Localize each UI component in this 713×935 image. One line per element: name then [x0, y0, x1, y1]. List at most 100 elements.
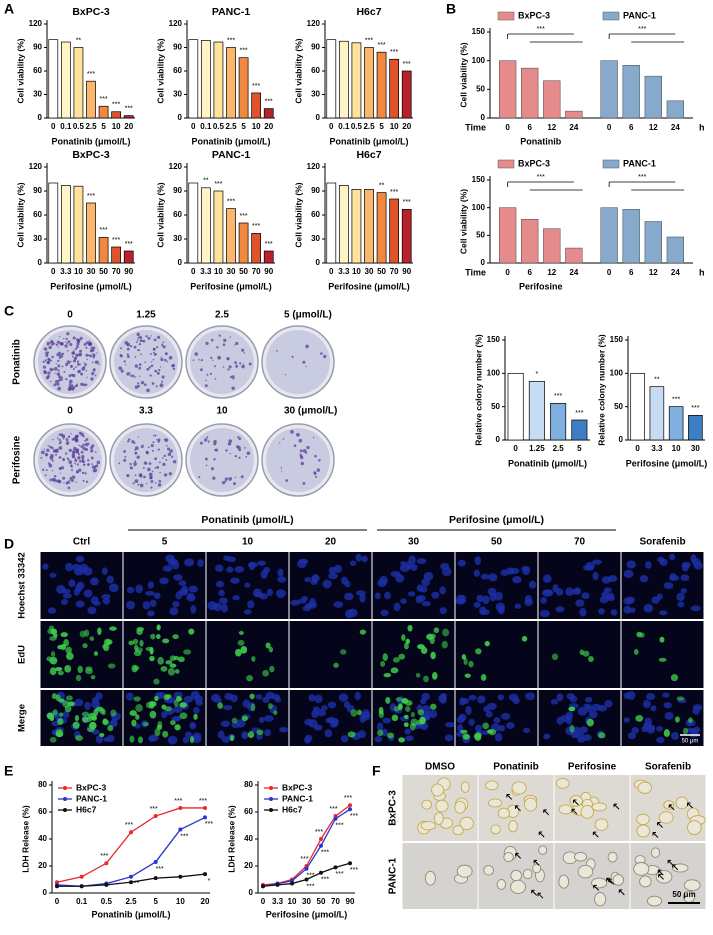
x-tick-label: 70	[390, 267, 399, 276]
edu-nucleus	[133, 665, 140, 671]
nucleus	[265, 691, 276, 700]
colony-dot	[78, 453, 81, 456]
colony-dot	[160, 356, 162, 358]
edu-nucleus	[403, 642, 409, 650]
colony-dot	[136, 332, 140, 337]
cell	[420, 821, 436, 831]
colony-dot	[77, 363, 80, 366]
chart-title: BxPC-3	[72, 149, 110, 161]
legend-swatch	[602, 11, 620, 21]
significance: ***	[265, 98, 273, 105]
nucleus	[87, 606, 97, 615]
row-label: Ponatinib	[12, 339, 23, 385]
significance: ***	[125, 822, 133, 829]
nucleus	[500, 713, 511, 720]
nucleus	[223, 555, 230, 561]
y-tick-label: 100	[472, 203, 486, 212]
colony-dot	[199, 441, 203, 445]
colony-dot	[155, 385, 158, 388]
colony-dot	[70, 469, 74, 472]
point	[261, 884, 265, 889]
nucleus	[344, 609, 354, 619]
edu-nucleus	[350, 709, 358, 717]
colony-dot	[91, 346, 94, 349]
edu-nucleus	[269, 665, 275, 673]
colony-dot	[75, 481, 77, 484]
nucleus	[497, 694, 505, 701]
colony-dot	[305, 365, 307, 368]
column-label: Sorafenib	[639, 537, 685, 548]
colony-dot	[320, 352, 323, 355]
arrow	[667, 859, 674, 866]
y-tick-label: 0	[38, 113, 43, 122]
colony-dot	[50, 446, 52, 448]
nucleus	[82, 566, 93, 576]
edu-nucleus	[49, 667, 57, 676]
x-tick-label: 24	[569, 123, 578, 132]
nucleus	[374, 736, 383, 743]
y-tick-label: 0	[496, 435, 501, 444]
nucleus	[650, 705, 657, 712]
edu-nucleus	[401, 698, 409, 704]
nucleus	[296, 559, 307, 569]
nucleus	[249, 561, 256, 571]
edu-nucleus	[135, 704, 143, 712]
colony-dot	[134, 356, 137, 358]
edu-nucleus	[72, 721, 80, 729]
x-tick-label: 0.1	[60, 122, 72, 131]
bar	[688, 414, 703, 441]
nucleus	[656, 736, 665, 744]
nucleus	[65, 562, 73, 572]
nucleus	[309, 598, 317, 607]
nucleus	[664, 712, 674, 720]
colony-dot	[291, 355, 294, 358]
colony-dot	[315, 475, 318, 478]
nucleus	[316, 708, 327, 717]
x-tick-label: 30	[227, 267, 236, 276]
colony-dot	[80, 450, 84, 454]
colony-dot	[243, 363, 245, 365]
row-label: Perifosine	[12, 435, 23, 484]
y-tick-label: 60	[311, 210, 320, 219]
edu-nucleus	[139, 639, 144, 647]
column-label: 3.3	[139, 406, 153, 417]
nucleus	[445, 722, 455, 728]
colony-dot	[65, 337, 68, 341]
colony-dot	[200, 368, 203, 372]
bar	[499, 207, 517, 264]
colony-dot	[154, 353, 157, 356]
nucleus	[579, 607, 587, 617]
significance: ***	[350, 867, 358, 874]
colony-dot	[204, 384, 208, 388]
y-axis-label: LDH Release (%)	[20, 805, 30, 873]
significance: ***	[315, 829, 323, 836]
bar	[226, 47, 236, 119]
point	[153, 814, 158, 819]
nucleus	[604, 699, 613, 708]
colony-dot	[152, 347, 156, 351]
colony-dot	[84, 363, 87, 366]
colony-dot	[126, 353, 129, 356]
colony-dot	[198, 358, 200, 361]
colony-dot	[214, 365, 217, 368]
edu-nucleus	[398, 737, 406, 743]
nucleus	[108, 583, 119, 593]
bar	[213, 190, 224, 264]
bar	[644, 221, 662, 264]
x-axis-label: Perifosine (μmol/L)	[328, 281, 410, 291]
x-tick-label: 90	[264, 267, 273, 276]
edu-nucleus	[179, 702, 188, 708]
colony-dot	[83, 362, 86, 364]
colony-dot	[42, 365, 47, 369]
nucleus	[569, 695, 578, 703]
significance: ***	[239, 48, 247, 55]
cell	[594, 818, 609, 831]
x-tick-label: 0.5	[73, 122, 85, 131]
colony-dot	[163, 454, 167, 458]
colony-dot	[70, 478, 74, 483]
edu-nucleus	[395, 697, 403, 702]
significance: ***	[180, 833, 188, 840]
colony-dot	[71, 385, 76, 390]
nucleus	[149, 734, 159, 742]
nucleus	[421, 601, 431, 607]
